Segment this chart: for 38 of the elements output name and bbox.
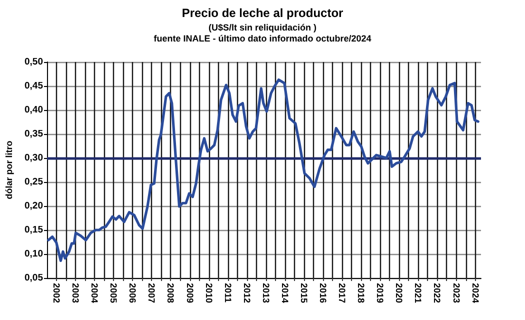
x-tick-label: 2021 xyxy=(413,283,424,304)
x-tick-label: 2020 xyxy=(394,283,404,304)
x-tick-label: 2008 xyxy=(166,283,176,304)
chart-subtitle: (U$S/lt sin reliquidación ) xyxy=(208,22,317,32)
x-tick-label: 2011 xyxy=(222,283,233,303)
y-tick-label: 0,50 xyxy=(24,56,43,68)
x-tick-label: 2016 xyxy=(318,283,328,304)
y-tick-label: 0,10 xyxy=(24,248,43,260)
x-tick-label: 2009 xyxy=(184,283,195,304)
x-tick-label: 2006 xyxy=(128,283,138,304)
y-tick-label: 0,40 xyxy=(24,104,43,116)
y-tick-label: 0,20 xyxy=(24,200,43,212)
x-tick-label: 2023 xyxy=(451,283,462,304)
x-tick-label: 2007 xyxy=(146,283,157,304)
x-tick-label: 2015 xyxy=(298,283,309,304)
x-tick-label: 2010 xyxy=(204,283,214,304)
x-tick-label: 2019 xyxy=(375,283,386,304)
source-note: fuente INALE - último dato informado octubre/2024 xyxy=(154,34,372,44)
y-axis-title: dólar por litro xyxy=(4,140,14,200)
x-tick-label: 2022 xyxy=(432,283,442,304)
chart-title: Precio de leche al productor xyxy=(182,6,344,20)
y-tick-label: 0,15 xyxy=(24,224,44,236)
x-tick-label: 2024 xyxy=(470,283,480,304)
x-tick-label: 2018 xyxy=(356,283,366,304)
line-series xyxy=(47,78,480,262)
y-tick-label: 0,30 xyxy=(24,152,43,164)
y-tick-label: 0,35 xyxy=(24,128,44,140)
x-tick-label: 2012 xyxy=(242,283,252,304)
x-tick-label: 2005 xyxy=(108,283,119,304)
x-tick-label: 2014 xyxy=(280,283,290,304)
y-tick-label: 0,05 xyxy=(24,272,44,284)
x-tick-label: 2003 xyxy=(70,283,81,304)
y-tick-label: 0,25 xyxy=(24,176,44,188)
x-tick-label: 2013 xyxy=(260,283,271,304)
x-tick-label: 2002 xyxy=(52,283,62,304)
y-tick-label: 0,45 xyxy=(24,80,44,92)
x-tick-label: 2004 xyxy=(90,283,100,304)
x-tick-label: 2017 xyxy=(337,283,348,304)
